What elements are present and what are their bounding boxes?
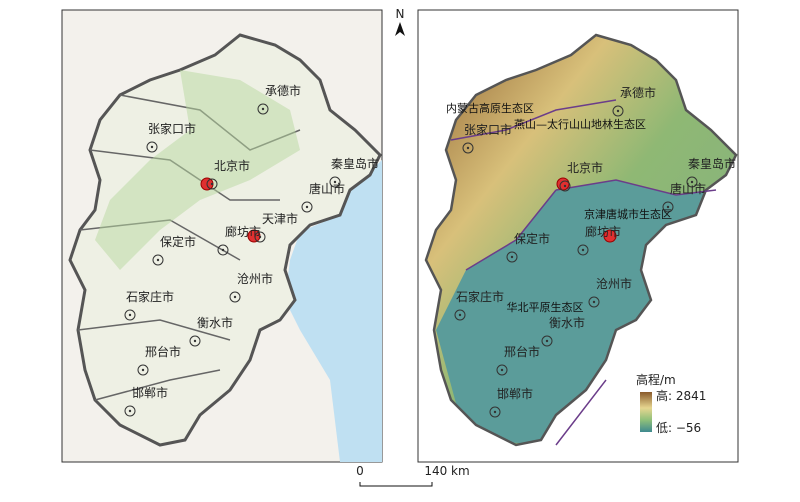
city-dot — [616, 109, 620, 113]
city-marker — [329, 176, 341, 188]
city-dot — [141, 368, 145, 372]
legend-ramp — [640, 392, 652, 432]
city-dot — [193, 339, 197, 343]
region-label: 华北平原生态区 — [507, 300, 584, 314]
north-arrow — [395, 22, 405, 36]
city-marker — [146, 141, 158, 153]
scale-bar — [359, 482, 433, 487]
north-label: N — [396, 7, 405, 21]
legend-title: 高程/m — [636, 372, 676, 387]
city-marker — [124, 405, 136, 417]
city-marker — [496, 364, 508, 376]
forest — [95, 70, 300, 270]
city-marker — [612, 105, 624, 117]
city-dot — [510, 255, 514, 259]
city-marker — [189, 335, 201, 347]
city-label: 秦皇岛市 — [331, 156, 379, 171]
city-label: 衡水市 — [197, 315, 233, 330]
city-marker — [217, 244, 229, 256]
city-label: 沧州市 — [237, 271, 273, 286]
city-marker — [489, 406, 501, 418]
region-label: 燕山—太行山山地林生态区 — [514, 117, 646, 131]
city-dot — [581, 248, 585, 252]
langfang-marker-right — [603, 229, 617, 243]
city-marker — [506, 251, 518, 263]
city-marker — [257, 103, 269, 115]
legend-low: 低: −56 — [656, 421, 701, 435]
city-label: 邯郸市 — [132, 385, 168, 400]
city-label: 衡水市 — [549, 315, 585, 330]
region-label: 京津唐城市生态区 — [584, 207, 672, 221]
city-dot — [690, 180, 694, 184]
city-label: 唐山市 — [309, 181, 345, 196]
city-dot — [258, 235, 262, 239]
city-marker — [462, 142, 474, 154]
city-dot — [156, 258, 160, 262]
city-dot — [493, 410, 497, 414]
zone-boundaries — [450, 99, 717, 446]
city-label: 邯郸市 — [497, 386, 533, 401]
city-label: 北京市 — [214, 158, 250, 173]
city-dot — [592, 300, 596, 304]
city-marker — [124, 309, 136, 321]
city-marker — [454, 309, 466, 321]
city-label: 唐山市 — [670, 181, 706, 196]
city-label: 保定市 — [160, 234, 196, 249]
city-label: 廊坊市 — [225, 224, 261, 239]
city-marker — [254, 231, 266, 243]
city-dot — [333, 180, 337, 184]
city-dot — [500, 368, 504, 372]
city-dot — [210, 182, 214, 186]
city-dot — [261, 107, 265, 111]
city-label: 保定市 — [514, 231, 550, 246]
city-label: 承德市 — [265, 83, 301, 98]
region-label: 内蒙古高原生态区 — [446, 101, 534, 115]
city-marker — [559, 180, 571, 192]
legend-high: 高: 2841 — [656, 388, 706, 403]
city-label: 天津市 — [262, 211, 298, 226]
city-dot — [563, 184, 567, 188]
city-label: 张家口市 — [464, 122, 512, 137]
city-dot — [545, 339, 549, 343]
city-marker — [301, 201, 313, 213]
city-marker — [686, 176, 698, 188]
city-marker — [206, 178, 218, 190]
city-dot — [150, 145, 154, 149]
beijing-marker-right — [556, 177, 570, 191]
sea — [285, 160, 382, 462]
city-label: 秦皇岛市 — [688, 156, 736, 171]
city-dot — [458, 313, 462, 317]
city-label: 石家庄市 — [456, 289, 504, 304]
city-marker — [577, 244, 589, 256]
city-marker — [137, 364, 149, 376]
scale-start: 0 — [356, 464, 364, 478]
city-label: 邢台市 — [145, 344, 181, 359]
scale-end: 140 km — [424, 464, 469, 478]
city-label: 北京市 — [567, 160, 603, 175]
city-dot — [466, 146, 470, 150]
city-dot — [305, 205, 309, 209]
city-label: 承德市 — [620, 85, 656, 100]
city-marker — [588, 296, 600, 308]
city-dot — [128, 409, 132, 413]
city-label: 张家口市 — [148, 121, 196, 136]
city-label: 邢台市 — [504, 344, 540, 359]
city-marker — [662, 201, 674, 213]
city-label: 廊坊市 — [585, 224, 621, 239]
city-dot — [233, 295, 237, 299]
city-label: 石家庄市 — [126, 289, 174, 304]
city-marker — [152, 254, 164, 266]
city-dot — [128, 313, 132, 317]
city-dot — [666, 205, 670, 209]
city-label: 沧州市 — [596, 276, 632, 291]
city-marker — [229, 291, 241, 303]
city-marker — [541, 335, 553, 347]
city-dot — [221, 248, 225, 252]
